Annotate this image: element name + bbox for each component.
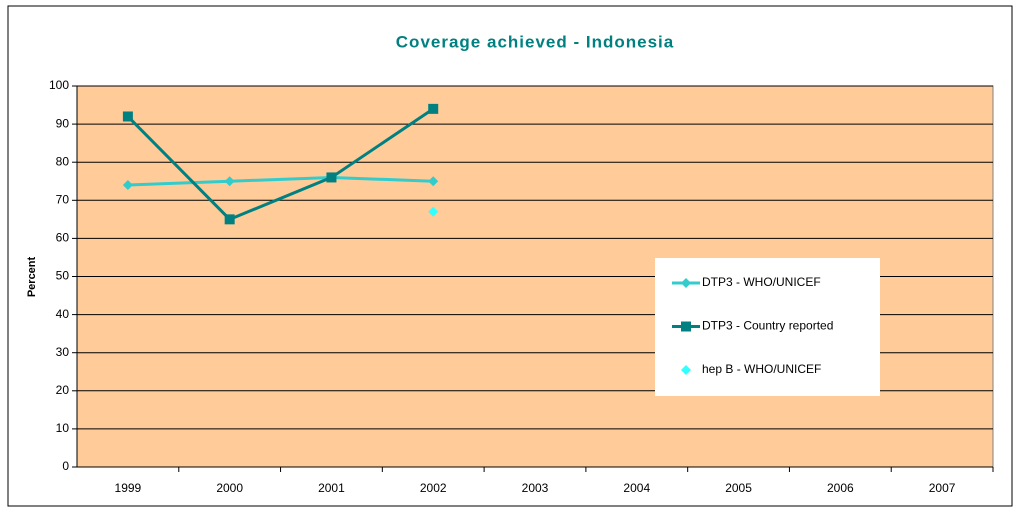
legend-marker bbox=[681, 278, 691, 288]
x-tick-label: 2003 bbox=[522, 481, 549, 495]
marker bbox=[428, 103, 439, 114]
y-tick-label: 10 bbox=[56, 421, 70, 435]
legend-label: DTP3 - WHO/UNICEF bbox=[702, 275, 821, 289]
y-tick-label: 0 bbox=[62, 459, 69, 473]
legend-marker bbox=[681, 365, 691, 375]
marker bbox=[326, 172, 337, 183]
y-axis-label: Percent bbox=[26, 256, 38, 297]
marker bbox=[122, 180, 133, 191]
marker bbox=[224, 176, 235, 187]
series-line bbox=[126, 107, 435, 222]
y-tick-label: 90 bbox=[56, 116, 70, 130]
y-tick-label: 60 bbox=[56, 231, 70, 245]
legend-marker bbox=[681, 321, 691, 332]
x-tick-label: 1999 bbox=[115, 481, 142, 495]
x-tick-label: 2000 bbox=[216, 481, 243, 495]
y-tick-label: 40 bbox=[56, 307, 70, 321]
x-tick-label: 2005 bbox=[725, 481, 752, 495]
marker bbox=[224, 214, 235, 225]
x-tick-label: 2006 bbox=[827, 481, 854, 495]
marker bbox=[428, 206, 439, 217]
y-tick-label: 50 bbox=[56, 269, 70, 283]
marker bbox=[428, 176, 439, 187]
y-tick-label: 30 bbox=[56, 345, 70, 359]
y-tick-label: 100 bbox=[49, 78, 69, 92]
legend-label: DTP3 - Country reported bbox=[702, 319, 833, 333]
x-tick-label: 2002 bbox=[420, 481, 447, 495]
y-tick-label: 20 bbox=[56, 383, 70, 397]
chart-title: Coverage achieved - Indonesia bbox=[396, 32, 674, 51]
x-tick-label: 2001 bbox=[318, 481, 345, 495]
y-tick-label: 80 bbox=[56, 154, 70, 168]
marker bbox=[122, 111, 133, 122]
x-tick-label: 2004 bbox=[623, 481, 650, 495]
x-tick-label: 2007 bbox=[929, 481, 956, 495]
series-line bbox=[127, 175, 434, 187]
legend-label: hep B - WHO/UNICEF bbox=[702, 362, 821, 376]
y-tick-label: 70 bbox=[56, 192, 70, 206]
